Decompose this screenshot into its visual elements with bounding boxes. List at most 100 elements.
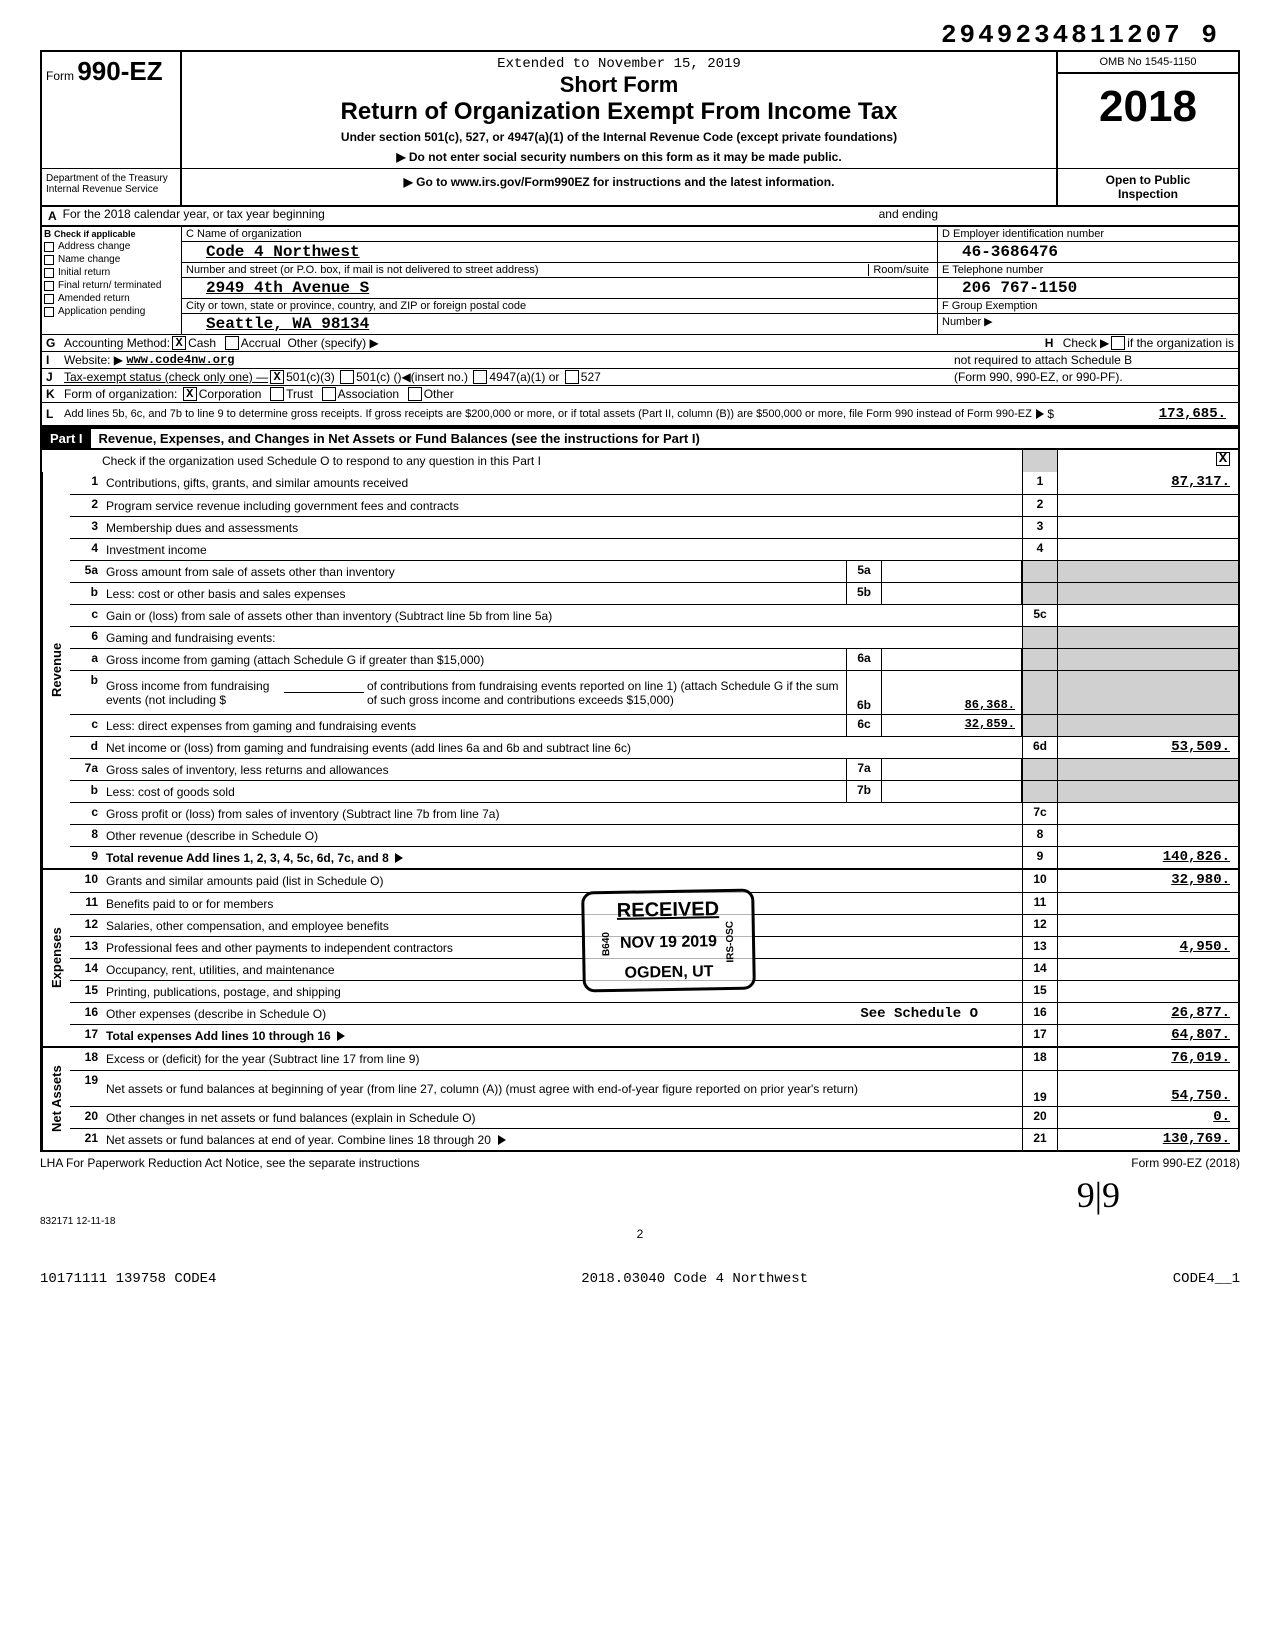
check-o-text: Check if the organization used Schedule … [42,450,1022,472]
phone-label: E Telephone number [938,263,1238,278]
stamp-date: NOV 19 2019 [620,933,717,953]
k-letter: K [46,387,64,401]
h-text: Check ▶ [1063,336,1110,350]
section-a-letter: A [42,207,63,225]
trust-checkbox[interactable] [270,387,284,401]
line-1: 1Contributions, gifts, grants, and simil… [70,472,1238,494]
4947-checkbox[interactable] [473,370,487,384]
line-5b: bLess: cost or other basis and sales exp… [70,582,1238,604]
insert-no: )◀(insert no.) [397,370,468,384]
cash-label: Cash [188,336,216,350]
line-16: 16Other expenses (describe in Schedule O… [70,1002,1238,1024]
h-checkbox[interactable] [1111,336,1125,350]
chk-final[interactable]: Final return/ terminated [44,279,179,292]
section-d: D Employer identification number 46-3686… [938,227,1238,334]
corp-checkbox[interactable]: X [183,387,197,401]
section-bcd: B Check if applicable Address change Nam… [40,227,1240,334]
form-ref: Form 990-EZ (2018) [1131,1156,1240,1170]
g-text: Accounting Method: [64,336,170,350]
stamp-office: OGDEN, UT [601,962,736,982]
footer-lha: LHA For Paperwork Reduction Act Notice, … [40,1152,1240,1174]
d-label: D Employer identification number [938,227,1238,242]
netassets-side-label: Net Assets [42,1048,70,1150]
cash-checkbox[interactable]: X [172,336,186,350]
line-i: I Website: ▶ www.code4nw.org not require… [40,351,1240,368]
schedule-o-checkbox[interactable]: X [1216,452,1230,466]
omb-number: OMB No 1545-1150 [1058,52,1238,74]
lha-text: LHA For Paperwork Reduction Act Notice, … [40,1156,420,1170]
j-letter: J [46,370,64,384]
phone: 206 767-1150 [942,279,1077,297]
line-6b: bGross income from fundraising events (n… [70,670,1238,714]
bottom-left: 10171111 139758 CODE4 [40,1271,216,1287]
chk-pending[interactable]: Application pending [44,305,179,318]
goto-line: ▶ Go to www.irs.gov/Form990EZ for instru… [182,169,1058,205]
revenue-side-label: Revenue [42,472,70,868]
line-10: 10Grants and similar amounts paid (list … [70,870,1238,892]
l-text: Add lines 5b, 6c, and 7b to line 9 to de… [64,408,1036,420]
line-j: J Tax-exempt status (check only one) — X… [40,368,1240,385]
trust-label: Trust [286,387,313,401]
section-a: A For the 2018 calendar year, or tax yea… [40,207,1240,227]
501c3-checkbox[interactable]: X [270,370,284,384]
section-b: B Check if applicable Address change Nam… [42,227,182,334]
501c-checkbox[interactable] [340,370,354,384]
accrual-checkbox[interactable] [225,336,239,350]
chk-address[interactable]: Address change [44,240,179,253]
l-amount: 173,685. [1054,404,1234,424]
i-text: Website: ▶ [64,353,123,367]
other-k-label: Other [424,387,454,401]
section-c: C Name of organization Code 4 Northwest … [182,227,938,334]
line-21: 21Net assets or fund balances at end of … [70,1128,1238,1150]
open-inspection: Open to Public Inspection [1058,169,1238,205]
line-6a: aGross income from gaming (attach Schedu… [70,648,1238,670]
other-label: Other (specify) ▶ [287,336,378,350]
line-7a: 7aGross sales of inventory, less returns… [70,758,1238,780]
form-label: Form 990-EZ [46,69,163,83]
h-letter: H [1045,336,1063,350]
line-9: 9Total revenue Add lines 1, 2, 3, 4, 5c,… [70,846,1238,868]
handwritten-initials: 9|9 [40,1174,1240,1216]
assoc-checkbox[interactable] [322,387,336,401]
527-checkbox[interactable] [565,370,579,384]
part1-header: Part I Revenue, Expenses, and Changes in… [40,427,1240,450]
chk-name[interactable]: Name change [44,253,179,266]
stamp-right-code: IRS-OSC [725,921,737,963]
line-k: K Form of organization: XCorporation Tru… [40,385,1240,402]
dept-label: Department of the Treasury Internal Reve… [42,169,182,205]
chk-initial[interactable]: Initial return [44,266,179,279]
bottom-codes: 10171111 139758 CODE4 2018.03040 Code 4 … [40,1271,1240,1287]
ein: 46-3686476 [942,243,1058,261]
city-state-zip: Seattle, WA 98134 [186,315,369,333]
check-if-label: Check if applicable [54,229,136,239]
4947-label: 4947(a)(1) or [489,370,559,384]
chk-amended[interactable]: Amended return [44,292,179,305]
small-code: 832171 12-11-18 [40,1216,1240,1227]
l-letter: L [46,407,64,421]
c-label: C Name of organization [182,227,937,242]
g-letter: G [46,336,64,350]
main-title: Return of Organization Exempt From Incom… [190,98,1048,126]
triangle-icon [1036,409,1044,419]
assoc-label: Association [338,387,399,401]
h-formref: (Form 990, 990-EZ, or 990-PF). [954,370,1234,384]
expenses-side-label: Expenses [42,870,70,1046]
other-checkbox[interactable] [408,387,422,401]
org-name: Code 4 Northwest [186,243,360,261]
line-7c: cGross profit or (loss) from sales of in… [70,802,1238,824]
line-6c: cLess: direct expenses from gaming and f… [70,714,1238,736]
stamp-received-text: RECEIVED [600,898,735,923]
line-5a: 5aGross amount from sale of assets other… [70,560,1238,582]
line-8: 8Other revenue (describe in Schedule O)8 [70,824,1238,846]
warning-line: ▶ Do not enter social security numbers o… [190,150,1048,164]
received-stamp: RECEIVED B640 NOV 19 2019 IRS-OSC OGDEN,… [581,888,756,992]
street-address: 2949 4th Avenue S [186,279,369,297]
501c-label: 501(c) ( [356,370,397,384]
line-18: 18Excess or (deficit) for the year (Subt… [70,1048,1238,1070]
document-number: 2949234811207 9 [40,20,1240,50]
part1-label: Part I [42,429,91,448]
line-l: L Add lines 5b, 6c, and 7b to line 9 to … [40,402,1240,427]
line-4: 4Investment income4 [70,538,1238,560]
bottom-center: 2018.03040 Code 4 Northwest [581,1271,808,1287]
accrual-label: Accrual [241,336,281,350]
